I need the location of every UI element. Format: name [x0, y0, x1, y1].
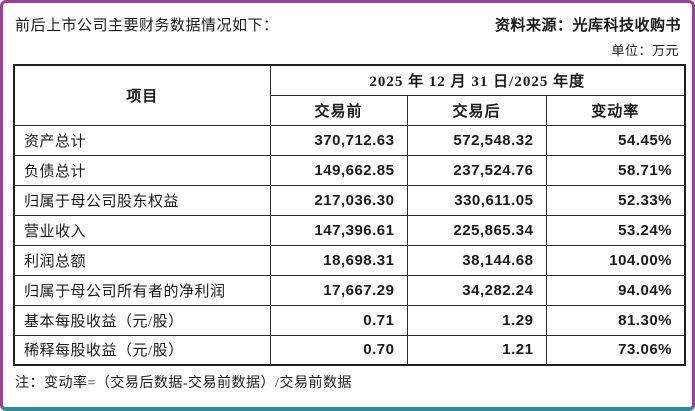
item-cell: 利润总额	[13, 244, 271, 276]
table-row: 负债总计 149,662.85 237,524.76 58.71%	[13, 154, 686, 186]
item-cell: 基本每股收益（元/股）	[13, 304, 271, 336]
after-cell: 572,548.32	[406, 124, 547, 156]
table-row: 基本每股收益（元/股） 0.71 1.29 81.30%	[13, 304, 686, 336]
change-cell: 53.24%	[545, 214, 686, 246]
item-cell: 归属于母公司所有者的净利润	[13, 274, 271, 306]
item-cell: 负债总计	[13, 154, 271, 186]
change-cell: 104.00%	[545, 244, 686, 276]
unit-label: 单位：万元	[611, 43, 679, 58]
before-cell: 370,712.63	[269, 124, 408, 156]
item-cell: 营业收入	[13, 214, 271, 246]
table-row: 稀释每股收益（元/股） 0.70 1.21 73.06%	[13, 334, 686, 366]
table-row: 利润总额 18,698.31 38,144.68 104.00%	[13, 244, 686, 276]
page-intro: 前后上市公司主要财务数据情况如下：	[15, 18, 279, 34]
before-cell: 217,036.30	[269, 184, 408, 216]
financial-table: 项目 2025 年 12 月 31 日/2025 年度 交易前 交易后 变动率 …	[13, 64, 686, 366]
change-cell: 58.71%	[545, 154, 686, 186]
after-cell: 38,144.68	[406, 244, 547, 276]
before-cell: 0.70	[269, 334, 408, 366]
change-cell: 73.06%	[545, 334, 686, 366]
table-row: 归属于母公司股东权益 217,036.30 330,611.05 52.33%	[13, 184, 686, 216]
before-cell: 18,698.31	[269, 244, 408, 276]
before-cell: 147,396.61	[269, 214, 408, 246]
after-cell: 1.29	[406, 304, 547, 336]
header-item: 项目	[13, 64, 271, 126]
before-cell: 149,662.85	[269, 154, 408, 186]
change-cell: 52.33%	[545, 184, 686, 216]
before-cell: 0.71	[269, 304, 408, 336]
change-cell: 54.45%	[545, 124, 686, 156]
item-cell: 归属于母公司股东权益	[13, 184, 271, 216]
document-body: 前后上市公司主要财务数据情况如下： 资料来源：光库科技收购书 单位：万元 项目 …	[3, 3, 692, 392]
after-cell: 34,282.24	[406, 274, 547, 306]
item-cell: 稀释每股收益（元/股）	[13, 334, 271, 366]
header-after: 交易后	[406, 94, 547, 126]
header-row: 前后上市公司主要财务数据情况如下： 资料来源：光库科技收购书	[13, 12, 683, 35]
table-header-row-1: 项目 2025 年 12 月 31 日/2025 年度	[13, 64, 686, 126]
after-cell: 330,611.05	[406, 184, 547, 216]
table-header-row-2: 交易前 交易后 变动率	[14, 94, 686, 126]
table-row: 资产总计 370,712.63 572,548.32 54.45%	[13, 124, 686, 156]
footnote: 注：变动率=（交易后数据-交易前数据）/交易前数据	[15, 376, 352, 391]
header-before: 交易前	[269, 94, 408, 126]
after-cell: 237,524.76	[406, 154, 547, 186]
before-cell: 17,667.29	[269, 274, 408, 306]
header-period: 2025 年 12 月 31 日/2025 年度	[269, 64, 686, 96]
after-cell: 1.21	[406, 334, 547, 366]
table-row: 营业收入 147,396.61 225,865.34 53.24%	[13, 214, 686, 246]
header-change: 变动率	[545, 94, 686, 126]
table-row: 归属于母公司所有者的净利润 17,667.29 34,282.24 94.04%	[13, 274, 686, 306]
change-cell: 81.30%	[545, 304, 686, 336]
source-label: 资料来源：光库科技收购书	[494, 18, 681, 34]
change-cell: 94.04%	[545, 274, 686, 306]
after-cell: 225,865.34	[406, 214, 547, 246]
item-cell: 资产总计	[13, 124, 271, 156]
